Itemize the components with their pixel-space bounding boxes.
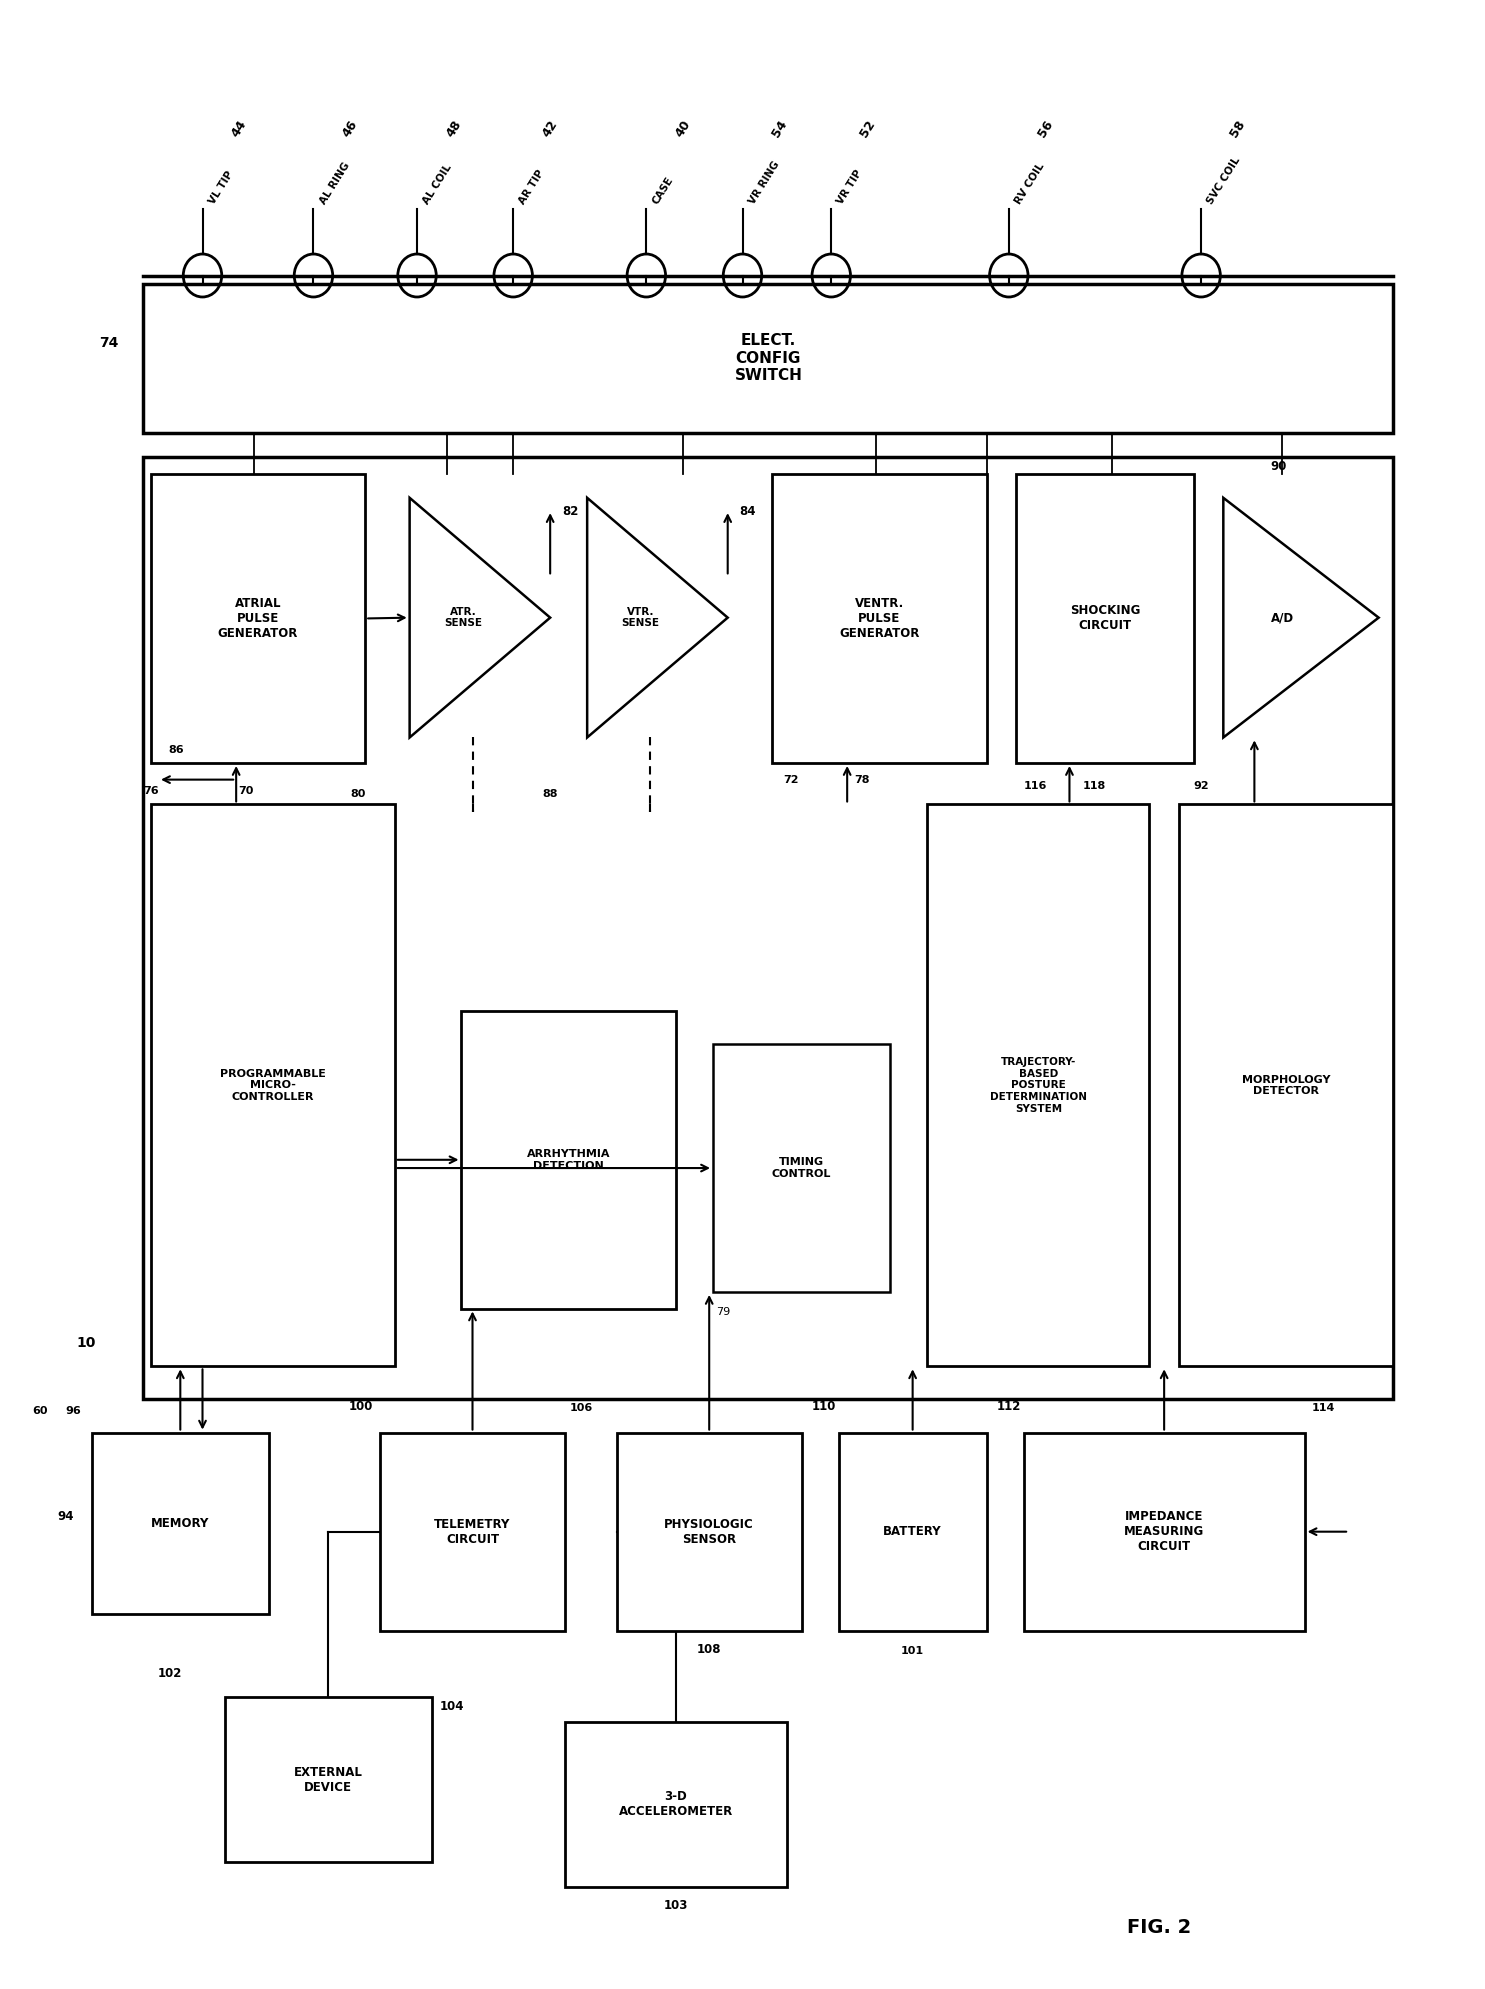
Bar xyxy=(1023,1432,1305,1631)
Text: 96: 96 xyxy=(65,1406,80,1416)
Bar xyxy=(839,1432,986,1631)
Polygon shape xyxy=(410,497,549,738)
Text: 48: 48 xyxy=(444,117,463,139)
Bar xyxy=(144,284,1393,432)
Bar xyxy=(1016,473,1194,764)
Text: VR TIP: VR TIP xyxy=(836,169,864,207)
Text: AR TIP: AR TIP xyxy=(518,169,546,207)
Text: 82: 82 xyxy=(561,505,578,519)
Bar xyxy=(144,457,1393,1400)
Text: 114: 114 xyxy=(1313,1402,1335,1412)
Text: 46: 46 xyxy=(340,117,361,139)
Bar xyxy=(772,473,986,764)
Text: TIMING
CONTROL: TIMING CONTROL xyxy=(772,1158,832,1179)
Text: TELEMETRY
CIRCUIT: TELEMETRY CIRCUIT xyxy=(434,1518,511,1545)
Text: 80: 80 xyxy=(350,790,365,800)
Text: 116: 116 xyxy=(1023,782,1047,792)
Text: BATTERY: BATTERY xyxy=(884,1526,941,1537)
Text: 72: 72 xyxy=(783,774,799,784)
Text: RV COIL: RV COIL xyxy=(1013,161,1047,207)
Text: 101: 101 xyxy=(901,1645,924,1655)
Bar xyxy=(564,1722,787,1888)
Text: 104: 104 xyxy=(440,1701,463,1713)
Text: A/D: A/D xyxy=(1271,611,1293,625)
Text: AL RING: AL RING xyxy=(318,161,352,207)
Text: 102: 102 xyxy=(157,1667,183,1681)
Text: EXTERNAL
DEVICE: EXTERNAL DEVICE xyxy=(294,1766,362,1794)
Bar xyxy=(928,804,1149,1366)
Text: VENTR.
PULSE
GENERATOR: VENTR. PULSE GENERATOR xyxy=(839,597,919,640)
Text: 94: 94 xyxy=(58,1510,74,1524)
Text: 76: 76 xyxy=(144,786,159,796)
Text: AL COIL: AL COIL xyxy=(422,163,454,207)
Text: 42: 42 xyxy=(541,117,560,139)
Bar xyxy=(713,1044,891,1293)
Bar xyxy=(1179,804,1393,1366)
Text: 60: 60 xyxy=(33,1406,48,1416)
Polygon shape xyxy=(1224,497,1378,738)
Text: 78: 78 xyxy=(854,774,870,784)
Text: 3-D
ACCELEROMETER: 3-D ACCELEROMETER xyxy=(619,1790,734,1818)
Text: 108: 108 xyxy=(696,1643,722,1655)
Text: IMPEDANCE
MEASURING
CIRCUIT: IMPEDANCE MEASURING CIRCUIT xyxy=(1124,1510,1204,1553)
Text: 10: 10 xyxy=(77,1337,97,1351)
Text: 52: 52 xyxy=(858,117,878,139)
Text: 40: 40 xyxy=(673,117,693,139)
Text: 54: 54 xyxy=(769,117,790,139)
Text: 44: 44 xyxy=(229,117,249,139)
Text: 86: 86 xyxy=(168,744,184,756)
Text: 106: 106 xyxy=(569,1402,593,1412)
Bar xyxy=(380,1432,564,1631)
Bar xyxy=(224,1697,432,1862)
Text: 70: 70 xyxy=(239,786,254,796)
Bar xyxy=(150,804,395,1366)
Text: SHOCKING
CIRCUIT: SHOCKING CIRCUIT xyxy=(1069,605,1140,633)
Text: ELECT.
CONFIG
SWITCH: ELECT. CONFIG SWITCH xyxy=(735,334,802,384)
Text: 90: 90 xyxy=(1270,459,1286,473)
Text: 84: 84 xyxy=(740,505,756,519)
Text: 112: 112 xyxy=(996,1400,1020,1412)
Text: 118: 118 xyxy=(1083,782,1106,792)
Text: 103: 103 xyxy=(664,1899,688,1911)
Polygon shape xyxy=(587,497,728,738)
Text: VTR.
SENSE: VTR. SENSE xyxy=(622,607,659,629)
Text: ATR.
SENSE: ATR. SENSE xyxy=(444,607,483,629)
Text: ATRIAL
PULSE
GENERATOR: ATRIAL PULSE GENERATOR xyxy=(218,597,298,640)
Bar xyxy=(462,1010,676,1309)
Text: SVC COIL: SVC COIL xyxy=(1206,155,1243,207)
Bar xyxy=(92,1432,269,1615)
Text: MORPHOLOGY
DETECTOR: MORPHOLOGY DETECTOR xyxy=(1241,1074,1331,1096)
Text: TRAJECTORY-
BASED
POSTURE
DETERMINATION
SYSTEM: TRAJECTORY- BASED POSTURE DETERMINATION … xyxy=(990,1058,1087,1114)
Bar xyxy=(616,1432,802,1631)
Text: ARRHYTHMIA
DETECTION: ARRHYTHMIA DETECTION xyxy=(527,1150,610,1172)
Text: VL TIP: VL TIP xyxy=(206,169,235,207)
Text: PHYSIOLOGIC
SENSOR: PHYSIOLOGIC SENSOR xyxy=(664,1518,754,1545)
Text: 92: 92 xyxy=(1194,782,1209,792)
Text: 58: 58 xyxy=(1228,117,1247,139)
Text: 100: 100 xyxy=(349,1400,373,1412)
Text: FIG. 2: FIG. 2 xyxy=(1127,1917,1191,1937)
Text: VR RING: VR RING xyxy=(747,159,781,207)
Text: PROGRAMMABLE
MICRO-
CONTROLLER: PROGRAMMABLE MICRO- CONTROLLER xyxy=(220,1068,325,1102)
Text: 79: 79 xyxy=(716,1307,731,1317)
Text: CASE: CASE xyxy=(650,175,676,207)
Text: 74: 74 xyxy=(99,336,119,350)
Text: 88: 88 xyxy=(544,790,558,800)
Text: 110: 110 xyxy=(811,1400,836,1412)
Bar xyxy=(150,473,365,764)
Text: MEMORY: MEMORY xyxy=(151,1518,209,1530)
Text: 56: 56 xyxy=(1035,117,1056,139)
